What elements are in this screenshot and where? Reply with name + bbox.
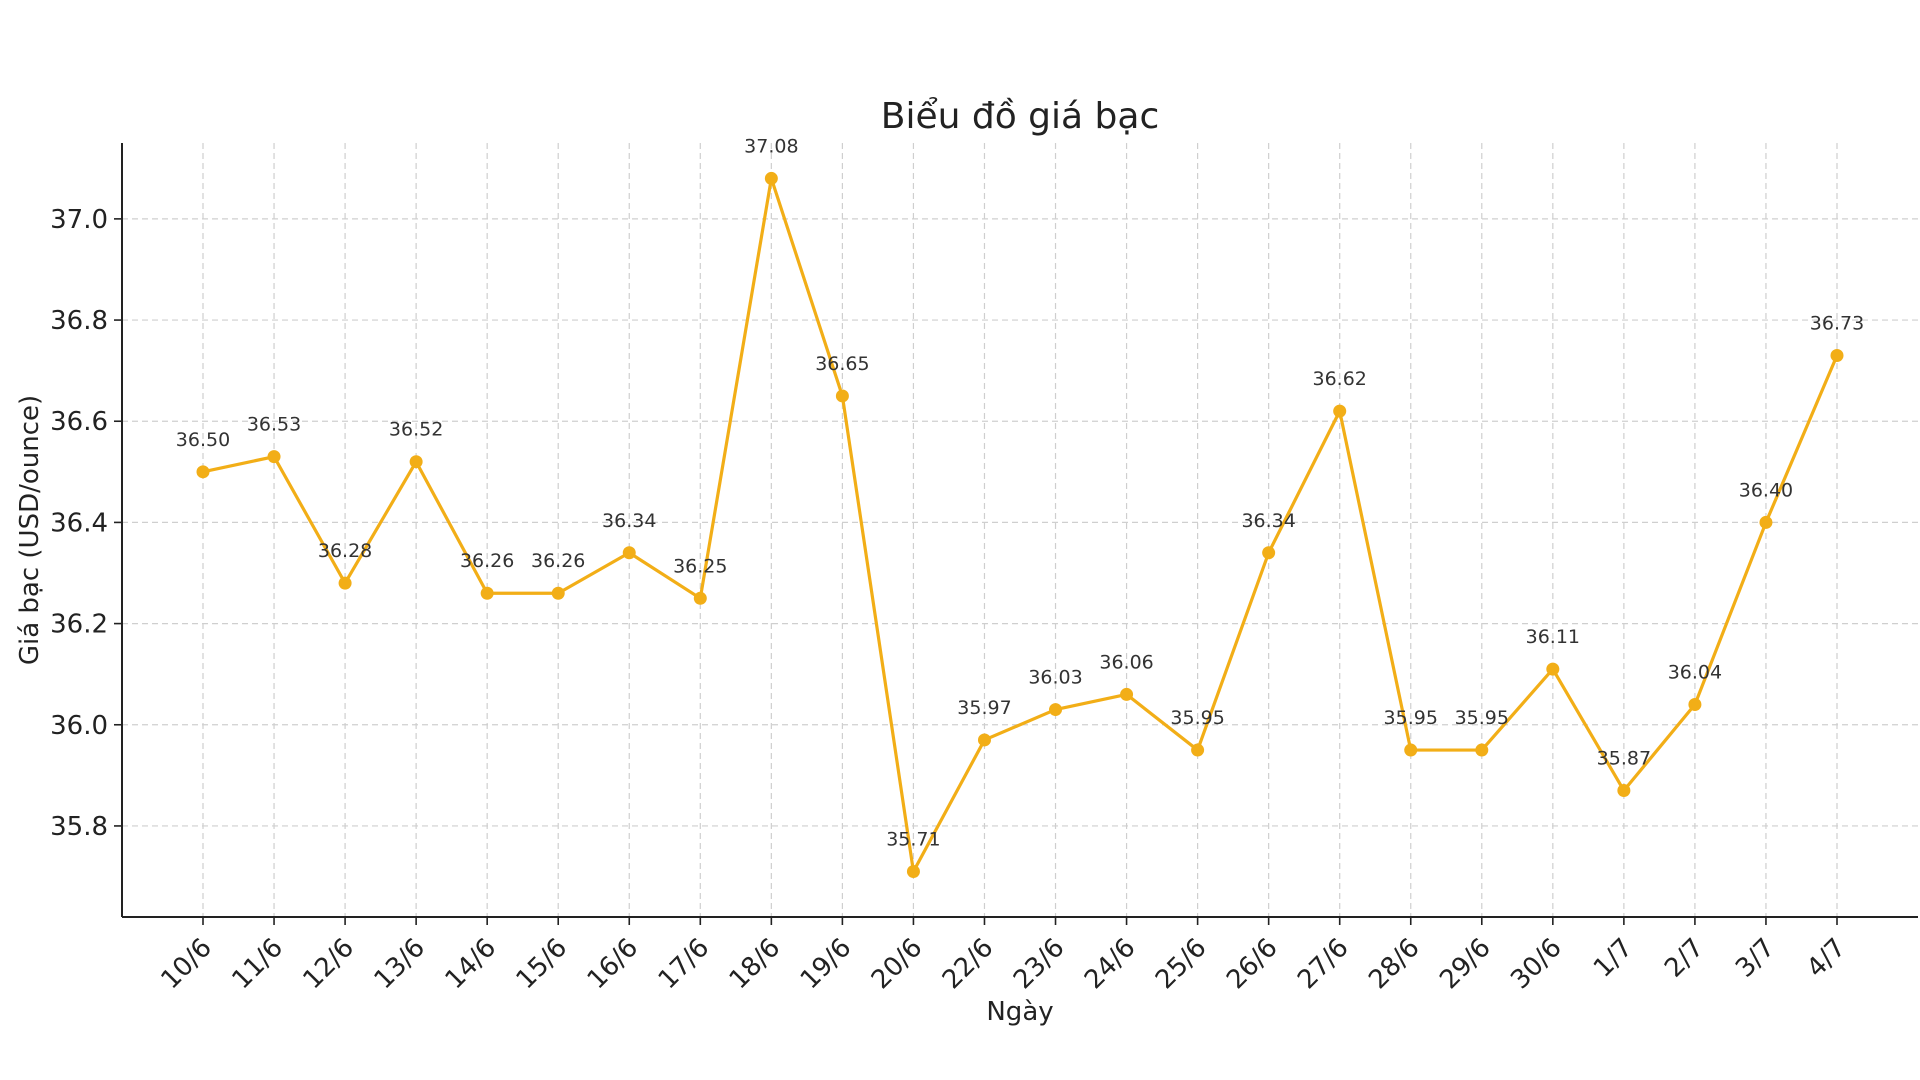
data-point [1049, 703, 1063, 717]
data-point [1759, 515, 1773, 529]
data-point [764, 171, 778, 185]
x-tick-label: 16/6 [582, 933, 645, 996]
data-label: 36.26 [531, 550, 585, 572]
data-point [1191, 743, 1205, 757]
data-point [1688, 698, 1702, 712]
x-tick-label: 29/6 [1434, 933, 1497, 996]
data-label: 36.04 [1668, 662, 1722, 684]
x-tick-label: 10/6 [155, 933, 218, 996]
x-tick-label: 30/6 [1505, 933, 1568, 996]
data-point [338, 576, 352, 590]
data-point [1475, 743, 1489, 757]
data-point [1262, 546, 1276, 560]
x-tick-label: 15/6 [511, 933, 574, 996]
x-tick-label: 18/6 [724, 933, 787, 996]
data-label: 35.95 [1455, 707, 1509, 729]
y-tick-label: 37.0 [50, 205, 108, 235]
x-tick-label: 4/7 [1801, 933, 1852, 984]
data-point [977, 733, 991, 747]
data-labels: 36.50 36.53 36.28 36.52 36.26 36.26 36.34 36.25… [176, 135, 1864, 850]
grid [122, 143, 1918, 917]
x-tick-label: 28/6 [1363, 933, 1426, 996]
data-label: 37.08 [744, 135, 798, 157]
x-tick-label: 24/6 [1079, 933, 1142, 996]
data-label: 36.25 [673, 555, 727, 577]
series-line [202, 176, 1839, 874]
data-point [480, 586, 494, 600]
data-label: 36.34 [602, 510, 656, 532]
axes [121, 143, 1918, 918]
data-label: 35.95 [1170, 707, 1224, 729]
x-tick-label: 22/6 [937, 933, 1000, 996]
chart-title: Biểu đồ giá bạc [881, 96, 1160, 137]
data-point [906, 864, 920, 878]
x-axis-title: Ngày [986, 997, 1053, 1027]
data-label: 36.62 [1312, 368, 1366, 390]
data-label: 36.03 [1028, 667, 1082, 689]
x-tick-label: 13/6 [369, 933, 432, 996]
y-tick-label: 36.0 [50, 711, 108, 741]
x-tick-label: 25/6 [1150, 933, 1213, 996]
data-point [409, 455, 423, 469]
data-point [1830, 348, 1844, 362]
data-point [1120, 687, 1134, 701]
x-tick-label: 19/6 [795, 933, 858, 996]
data-label: 35.71 [886, 828, 940, 850]
data-point [267, 450, 281, 464]
data-label: 36.52 [389, 419, 443, 441]
data-label: 35.95 [1384, 707, 1438, 729]
ticks: 10/6 11/6 12/6 13/6 14/6 15/6 16/6 17/6 18/6 19/6… [50, 205, 1852, 995]
data-point [835, 389, 849, 403]
y-axis-title: Giá bạc (USD/ounce) [15, 395, 45, 665]
data-point [1333, 404, 1347, 418]
y-tick-label: 36.6 [50, 407, 108, 437]
y-tick-label: 35.8 [50, 812, 108, 842]
x-tick-label: 23/6 [1008, 933, 1071, 996]
data-label: 35.97 [957, 697, 1011, 719]
data-point [1546, 662, 1560, 676]
data-label: 36.65 [815, 353, 869, 375]
y-tick-label: 36.2 [50, 610, 108, 640]
data-label: 36.34 [1241, 510, 1295, 532]
x-tick-label: 20/6 [866, 933, 929, 996]
x-tick-label: 1/7 [1588, 933, 1639, 984]
data-point [551, 586, 565, 600]
x-tick-label: 14/6 [440, 933, 503, 996]
series-silver-price [196, 171, 1844, 878]
data-label: 36.40 [1739, 479, 1793, 501]
x-tick-label: 26/6 [1221, 933, 1284, 996]
data-label: 36.53 [247, 414, 301, 436]
data-label: 36.06 [1099, 651, 1153, 673]
x-tick-label: 12/6 [298, 933, 361, 996]
x-tick-label: 11/6 [226, 933, 289, 996]
data-point [622, 546, 636, 560]
data-label: 36.73 [1810, 312, 1864, 334]
data-label: 36.11 [1526, 626, 1580, 648]
data-point [693, 591, 707, 605]
y-tick-label: 36.8 [50, 306, 108, 336]
x-tick-label: 2/7 [1659, 933, 1710, 984]
data-label: 36.28 [318, 540, 372, 562]
data-label: 35.87 [1597, 748, 1651, 770]
data-point [196, 465, 210, 479]
x-tick-label: 27/6 [1292, 933, 1355, 996]
data-point [1404, 743, 1418, 757]
x-tick-label: 3/7 [1730, 933, 1781, 984]
data-label: 36.50 [176, 429, 230, 451]
data-label: 36.26 [460, 550, 514, 572]
data-point [1617, 784, 1631, 798]
y-tick-label: 36.4 [50, 508, 108, 538]
x-tick-label: 17/6 [653, 933, 716, 996]
